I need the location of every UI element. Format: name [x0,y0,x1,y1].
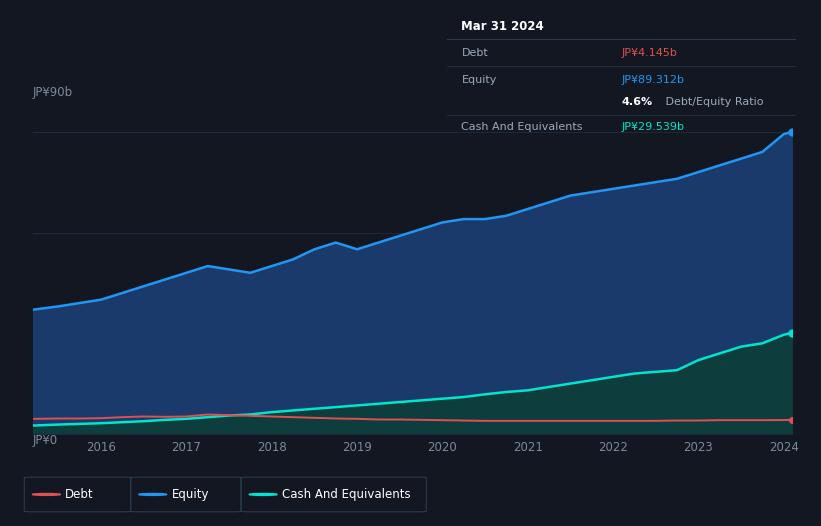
Text: JP¥4.145b: JP¥4.145b [622,47,678,57]
Text: JP¥90b: JP¥90b [33,86,73,99]
Text: Debt/Equity Ratio: Debt/Equity Ratio [662,97,764,107]
Circle shape [139,493,167,495]
Text: Cash And Equivalents: Cash And Equivalents [461,122,583,132]
Text: Debt: Debt [461,47,488,57]
Text: JP¥89.312b: JP¥89.312b [622,75,685,85]
Text: Mar 31 2024: Mar 31 2024 [461,20,544,33]
Text: JP¥0: JP¥0 [33,434,58,447]
Text: JP¥29.539b: JP¥29.539b [622,122,685,132]
Circle shape [32,493,61,495]
Text: 4.6%: 4.6% [622,97,653,107]
Text: Equity: Equity [461,75,497,85]
Text: Cash And Equivalents: Cash And Equivalents [282,488,410,501]
Text: Equity: Equity [172,488,209,501]
Text: Debt: Debt [66,488,94,501]
Circle shape [249,493,277,495]
